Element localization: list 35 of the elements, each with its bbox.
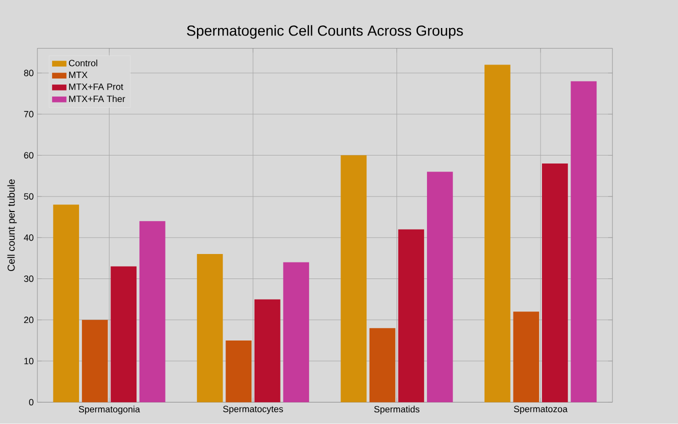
bar [513,312,540,402]
bar [254,299,280,402]
x-tick-label: Spermatozoa [514,406,568,414]
bar [196,254,223,402]
bar [226,340,252,402]
y-tick-label: 10 [24,358,34,364]
y-axis-title: Cell count per tubule [7,180,17,272]
bar [369,328,396,402]
chart-title: Spermatogenic Cell Counts Across Groups [186,25,463,39]
legend-label: MTX+FA Prot [69,84,124,90]
bar [484,64,510,402]
legend-label: MTX [69,72,88,78]
y-tick-label: 20 [24,316,34,324]
x-tick-label: Spermatids [374,406,420,414]
bar [426,172,453,402]
bar [53,204,80,402]
bar [110,266,137,402]
x-tick-label: Spermatogonia [78,406,140,414]
x-tick-label: Spermatocytes [223,406,283,414]
y-tick-label: 30 [24,276,34,282]
legend-label: Control [68,60,98,66]
bar [139,221,166,402]
y-tick-label: 50 [24,193,34,200]
y-tick-label: 80 [24,70,34,76]
y-tick-label: 60 [24,152,34,159]
bar [398,229,424,402]
legend-label: MTX+FA Ther [69,95,126,102]
y-tick-label: 70 [24,111,34,118]
bar [542,164,568,402]
bar [283,262,310,402]
bar [82,320,108,402]
bar [570,81,597,402]
y-tick-label: 40 [24,234,34,241]
bar [340,155,367,402]
y-tick-label: 0 [29,399,34,406]
